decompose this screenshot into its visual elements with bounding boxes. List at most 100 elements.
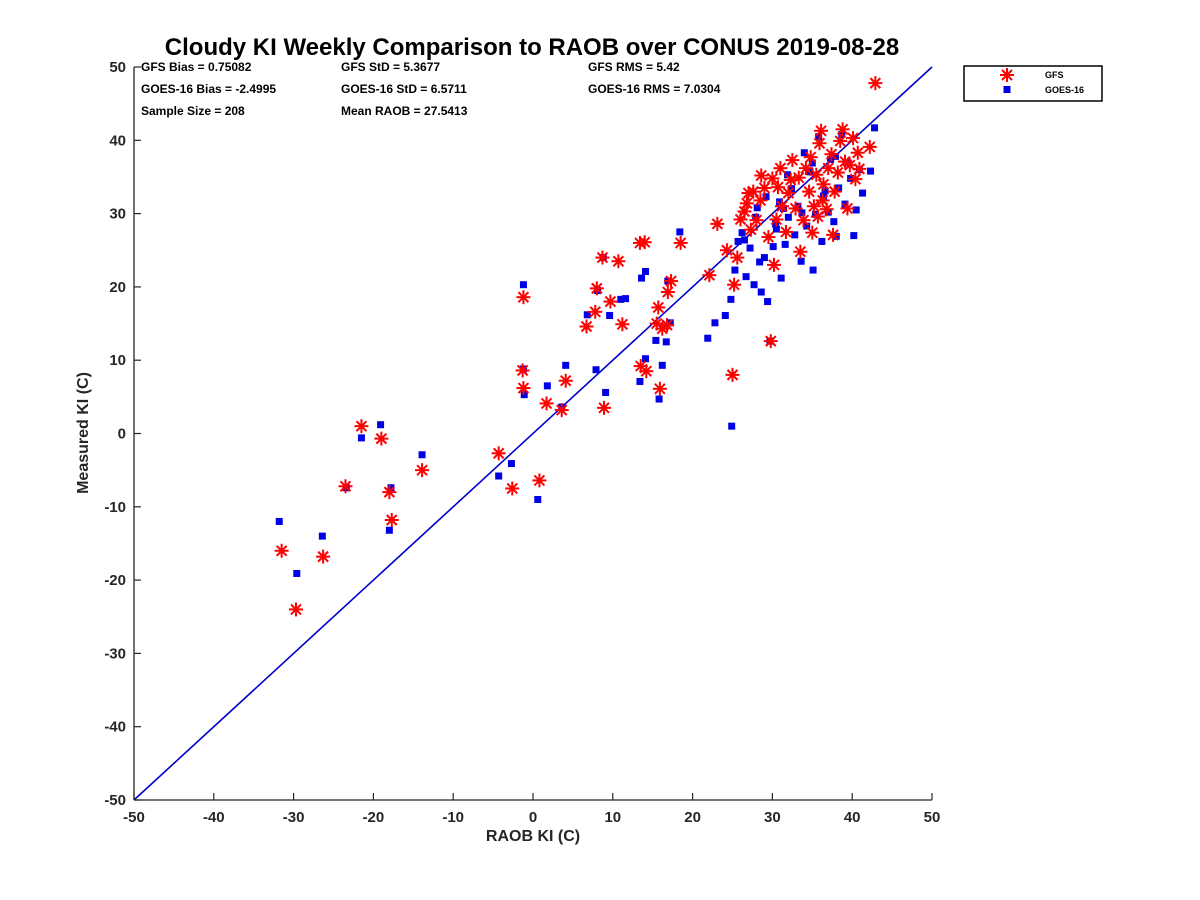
gfs-point — [743, 222, 758, 237]
stat-goes-std: GOES-16 StD = 6.5711 — [341, 82, 467, 96]
gfs-point — [833, 134, 848, 149]
gfs-point — [783, 172, 798, 187]
goes16-point — [830, 218, 838, 226]
gfs-point — [810, 209, 825, 224]
gfs-point — [778, 224, 793, 239]
gfs-point — [595, 250, 610, 265]
goes16-point — [636, 377, 644, 385]
goes16-point — [652, 336, 660, 344]
legend-box — [963, 65, 1103, 102]
x-tick-label: 40 — [844, 809, 861, 826]
y-tick-label: 20 — [109, 279, 126, 296]
gfs-point — [826, 227, 841, 242]
goes16-point — [385, 526, 393, 534]
goes16-point — [721, 311, 729, 319]
goes16-point — [757, 288, 765, 296]
goes16-point — [742, 273, 750, 281]
gfs-point — [374, 431, 389, 446]
x-tick-label: -30 — [283, 809, 305, 826]
gfs-point — [827, 184, 842, 199]
goes16-point — [617, 295, 625, 303]
goes16-point — [798, 209, 806, 217]
y-tick-label: 10 — [109, 352, 126, 369]
goes16-point — [676, 228, 684, 236]
gfs-point — [579, 319, 594, 334]
goes16-point — [592, 366, 600, 374]
goes16-point — [418, 451, 426, 459]
goes16-point — [781, 240, 789, 248]
gfs-point — [615, 317, 630, 332]
y-axis-label: Measured KI (C) — [75, 372, 92, 494]
goes16-point — [562, 361, 570, 369]
gfs-point — [597, 400, 612, 415]
gfs-point — [652, 381, 667, 396]
reference-line-group — [133, 66, 933, 801]
goes16-point — [387, 484, 395, 492]
gfs-point — [515, 363, 530, 378]
y-tick-label: -10 — [104, 499, 126, 516]
chart-title: Cloudy KI Weekly Comparison to RAOB over… — [165, 34, 899, 61]
gfs-point — [845, 131, 860, 146]
goes16-point — [704, 334, 712, 342]
gfs-point — [603, 294, 618, 309]
y-tick-label: 50 — [109, 59, 126, 76]
goes16-point — [658, 361, 666, 369]
goes16-point — [756, 258, 764, 266]
y-tick-label: 30 — [109, 206, 126, 223]
y-tick-label: -20 — [104, 572, 126, 589]
goes16-point — [808, 159, 816, 167]
x-tick-label: 10 — [604, 809, 621, 826]
gfs-point — [868, 76, 883, 91]
gfs-point — [770, 180, 785, 195]
gfs-point — [660, 318, 675, 333]
goes16-point — [821, 187, 829, 195]
gfs-point — [288, 602, 303, 617]
y-tick-label: -50 — [104, 792, 126, 809]
stat-gfs-std: GFS StD = 5.3677 — [341, 60, 440, 74]
goes16-point — [750, 281, 758, 289]
goes16-point — [534, 495, 542, 503]
gfs-point — [773, 161, 788, 176]
gfs-point — [769, 212, 784, 227]
goes16-point — [740, 236, 748, 244]
gfs-point — [862, 139, 877, 154]
gfs-point — [730, 250, 745, 265]
axis-ticks: -50 -40 -30 -20 -10 0 10 20 30 40 50 -50 -40 -30 -20 -1… — [104, 59, 940, 826]
gfs-point — [802, 184, 817, 199]
gfs-point — [824, 147, 839, 162]
stat-gfs-rms: GFS RMS = 5.42 — [588, 60, 680, 74]
goes16-point — [746, 244, 754, 252]
legend-goes-label: GOES-16 — [1045, 85, 1084, 95]
y-tick-label: 40 — [109, 132, 126, 149]
gfs-point — [757, 180, 772, 195]
goes16-point — [642, 268, 650, 276]
legend-goes-marker — [1003, 86, 1011, 93]
goes16-point — [772, 225, 780, 233]
gfs-point — [749, 213, 764, 228]
data-points — [274, 76, 883, 617]
goes16-point — [764, 298, 772, 306]
gfs-point — [850, 145, 865, 160]
gfs-point — [316, 549, 331, 564]
goes16-point — [784, 213, 792, 221]
gfs-point — [505, 481, 520, 496]
goes16-point — [731, 266, 739, 274]
gfs-point — [765, 171, 780, 186]
gfs-point — [809, 167, 824, 182]
gfs-point — [812, 136, 827, 151]
goes16-point — [871, 124, 879, 132]
gfs-point — [516, 290, 531, 305]
gfs-point — [637, 235, 652, 250]
goes16-point — [638, 274, 646, 282]
gfs-point — [746, 184, 761, 199]
goes16-point — [841, 200, 849, 208]
stat-goes-rms: GOES-16 RMS = 7.0304 — [588, 82, 721, 96]
gfs-point — [766, 257, 781, 272]
stat-gfs-bias: GFS Bias = 0.75082 — [141, 60, 252, 74]
goes16-point — [622, 295, 630, 303]
goes16-point — [818, 237, 826, 245]
gfs-point — [384, 512, 399, 527]
gfs-point — [354, 419, 369, 434]
goes16-point — [769, 243, 777, 251]
